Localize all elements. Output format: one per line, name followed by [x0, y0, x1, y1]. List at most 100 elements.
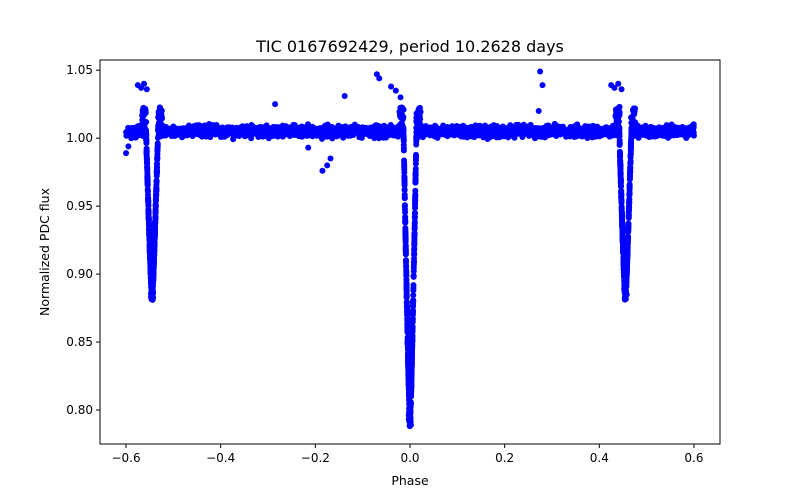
data-point: [234, 127, 241, 134]
data-point: [626, 200, 633, 207]
x-tick-label: −0.4: [206, 451, 235, 465]
data-point: [392, 87, 399, 94]
data-point: [542, 131, 549, 138]
data-point: [583, 123, 590, 130]
data-point: [144, 188, 151, 195]
data-point: [409, 327, 416, 334]
data-point: [179, 134, 186, 141]
data-point: [413, 141, 420, 148]
data-point: [298, 124, 305, 130]
data-point: [412, 199, 419, 206]
data-point: [322, 122, 329, 129]
data-point: [372, 125, 379, 132]
data-point: [409, 337, 416, 343]
data-point: [401, 175, 408, 182]
data-point: [294, 131, 301, 138]
data-point: [142, 132, 149, 139]
data-point: [625, 212, 632, 219]
data-point: [277, 129, 284, 136]
data-point: [212, 124, 219, 131]
data-point: [151, 233, 158, 240]
data-point: [132, 126, 139, 133]
data-point: [425, 126, 432, 133]
data-point: [323, 133, 330, 140]
data-point: [505, 134, 512, 141]
data-point: [146, 245, 153, 252]
data-point: [411, 210, 418, 217]
data-point: [320, 128, 327, 135]
data-point: [537, 68, 544, 75]
data-point: [412, 170, 419, 177]
data-point: [620, 260, 627, 267]
data-point: [408, 383, 415, 390]
data-point: [358, 134, 365, 141]
data-point: [611, 84, 618, 91]
data-point: [678, 126, 685, 133]
data-point: [403, 273, 410, 280]
data-point: [140, 104, 147, 111]
data-point: [144, 179, 151, 186]
data-point: [327, 155, 334, 162]
data-point: [376, 75, 383, 82]
data-point: [614, 108, 621, 115]
data-point: [147, 261, 154, 268]
data-point: [154, 140, 161, 147]
data-point: [145, 199, 152, 206]
data-point: [376, 130, 383, 137]
data-point: [410, 264, 417, 271]
data-point: [431, 127, 438, 134]
data-point: [158, 122, 165, 129]
data-point: [143, 86, 150, 93]
data-point: [381, 127, 388, 134]
data-point: [413, 114, 420, 121]
data-point: [416, 119, 423, 126]
data-point: [628, 136, 635, 143]
data-point: [412, 192, 419, 199]
data-point: [190, 131, 197, 138]
data-point: [678, 131, 685, 138]
data-point: [230, 134, 237, 141]
data-point: [571, 123, 578, 130]
data-point: [404, 320, 411, 327]
data-point: [408, 363, 415, 370]
data-point: [404, 350, 411, 357]
x-tick-label: 0.6: [684, 451, 703, 465]
data-point: [402, 219, 409, 226]
data-point: [154, 154, 161, 161]
y-tick-label: 0.95: [66, 199, 93, 213]
data-point: [446, 127, 453, 134]
data-point: [151, 227, 158, 234]
data-point: [153, 164, 160, 170]
data-point: [617, 173, 624, 180]
data-point: [627, 142, 634, 149]
data-point: [653, 130, 660, 137]
data-point: [154, 134, 161, 141]
data-point: [143, 155, 150, 162]
data-point: [355, 128, 362, 135]
data-point: [319, 167, 326, 174]
data-point: [413, 129, 420, 136]
data-point: [203, 125, 210, 132]
x-axis-label: Phase: [391, 473, 429, 488]
data-point: [152, 220, 159, 227]
data-point: [156, 104, 163, 111]
data-point: [402, 225, 409, 232]
data-point: [248, 127, 255, 134]
x-tick-label: 0.0: [400, 451, 419, 465]
data-point: [413, 152, 420, 159]
data-point: [341, 125, 348, 132]
data-point: [389, 128, 396, 135]
data-point: [627, 154, 634, 161]
data-point: [618, 189, 625, 196]
data-point: [454, 126, 461, 133]
data-point: [556, 128, 563, 135]
data-point: [546, 127, 553, 134]
data-point: [132, 131, 139, 138]
data-point: [626, 169, 633, 176]
data-point: [626, 190, 633, 197]
data-point: [404, 337, 411, 344]
data-point: [589, 126, 596, 133]
data-point: [627, 164, 634, 171]
data-point: [123, 150, 130, 157]
